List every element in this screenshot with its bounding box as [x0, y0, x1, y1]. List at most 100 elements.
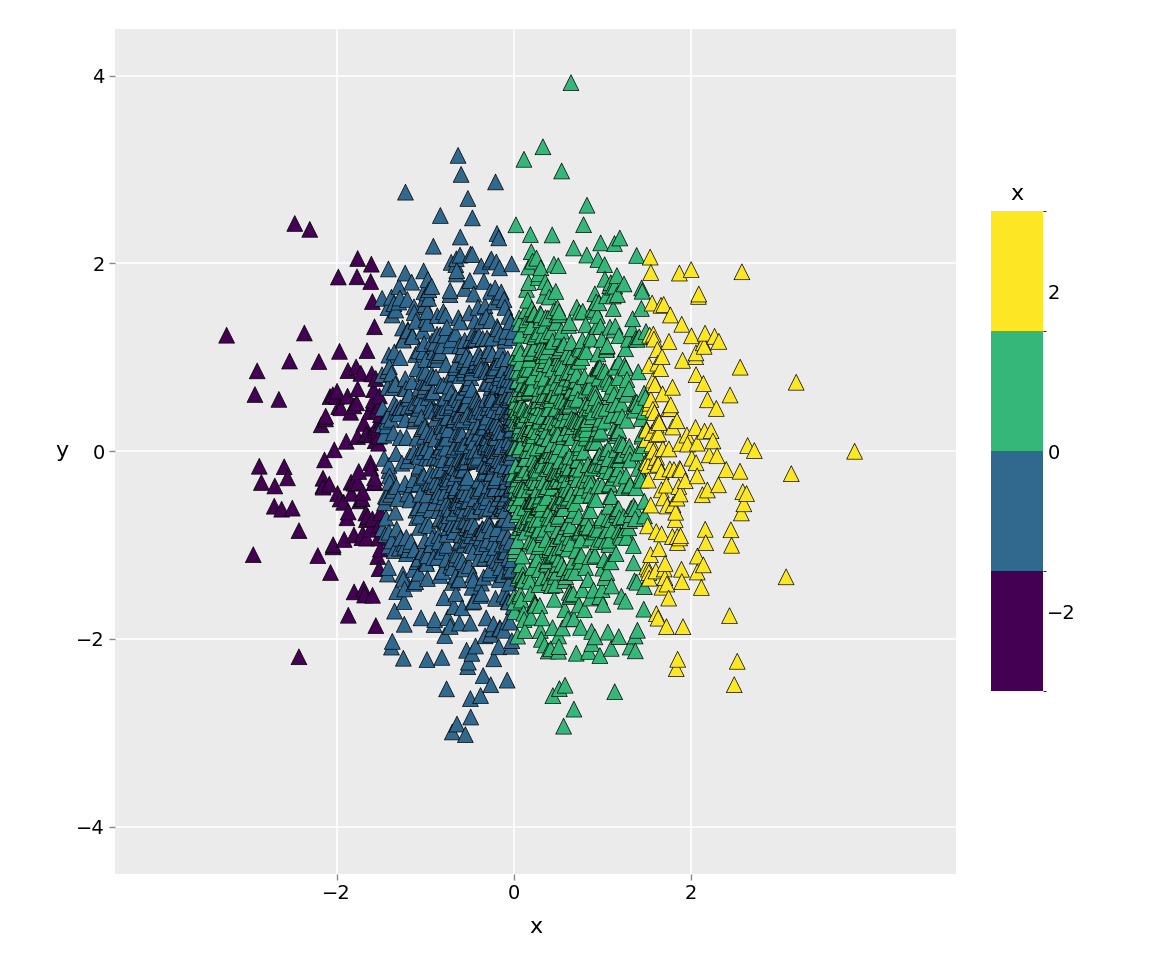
- Point: [664, 529, 682, 544]
- Point: [416, 497, 434, 513]
- Point: [485, 447, 503, 463]
- Point: [422, 502, 440, 517]
- Point: [578, 412, 597, 427]
- Point: [503, 444, 522, 460]
- Point: [414, 324, 432, 339]
- Point: [562, 536, 581, 551]
- Point: [556, 492, 575, 508]
- Point: [379, 408, 397, 423]
- Point: [482, 483, 500, 498]
- Point: [511, 419, 530, 434]
- Point: [537, 446, 555, 462]
- Point: [638, 518, 657, 534]
- Point: [454, 412, 472, 427]
- Point: [573, 548, 591, 564]
- Point: [478, 364, 497, 379]
- Point: [559, 535, 577, 550]
- Point: [639, 564, 658, 580]
- Point: [551, 528, 569, 543]
- Point: [503, 324, 522, 339]
- Point: [550, 473, 568, 489]
- Point: [497, 379, 515, 395]
- Point: [453, 455, 471, 470]
- Point: [380, 539, 399, 554]
- Point: [471, 358, 490, 373]
- Point: [553, 500, 571, 516]
- Point: [637, 422, 655, 438]
- Point: [429, 449, 447, 465]
- Point: [490, 555, 508, 570]
- Point: [547, 307, 566, 323]
- Point: [244, 547, 263, 563]
- Point: [602, 640, 621, 656]
- Point: [535, 474, 553, 490]
- Point: [515, 368, 533, 383]
- Point: [406, 411, 424, 426]
- Point: [391, 430, 409, 445]
- Point: [510, 414, 529, 429]
- Point: [514, 482, 532, 497]
- Point: [455, 454, 473, 469]
- Point: [535, 429, 553, 444]
- Point: [521, 533, 539, 548]
- Point: [434, 304, 453, 320]
- Point: [540, 548, 559, 564]
- Point: [589, 307, 607, 323]
- Point: [444, 395, 462, 410]
- Point: [559, 472, 577, 488]
- Point: [704, 433, 722, 448]
- Point: [379, 363, 397, 378]
- Point: [533, 348, 552, 363]
- Point: [495, 493, 514, 509]
- Point: [609, 422, 628, 438]
- Point: [440, 498, 458, 514]
- Point: [537, 532, 555, 547]
- Point: [486, 496, 505, 512]
- Point: [592, 532, 611, 547]
- Point: [490, 639, 508, 655]
- Point: [606, 420, 624, 435]
- Point: [560, 462, 578, 477]
- Point: [491, 370, 509, 385]
- Point: [454, 554, 472, 569]
- Point: [411, 396, 430, 412]
- Point: [530, 266, 548, 281]
- Point: [485, 456, 503, 471]
- Point: [846, 444, 864, 459]
- Point: [524, 410, 543, 425]
- Point: [613, 396, 631, 412]
- Point: [483, 467, 501, 482]
- Point: [513, 402, 531, 418]
- Point: [460, 558, 478, 573]
- Point: [598, 458, 616, 473]
- Point: [529, 398, 547, 414]
- Point: [437, 441, 455, 456]
- Point: [560, 378, 578, 394]
- Point: [502, 638, 521, 654]
- Point: [543, 540, 561, 555]
- Point: [569, 436, 588, 451]
- Point: [460, 524, 478, 540]
- Point: [620, 520, 638, 536]
- Point: [550, 410, 568, 425]
- Point: [395, 540, 414, 555]
- Point: [546, 577, 564, 592]
- Point: [538, 490, 556, 505]
- Point: [476, 437, 494, 452]
- Point: [434, 511, 453, 526]
- Point: [463, 382, 482, 397]
- Point: [551, 453, 569, 468]
- Point: [435, 434, 454, 449]
- Point: [435, 489, 454, 504]
- Point: [558, 399, 576, 415]
- Point: [611, 528, 629, 543]
- Point: [511, 467, 530, 482]
- Point: [571, 413, 590, 428]
- Point: [655, 570, 674, 586]
- Point: [469, 300, 487, 315]
- Point: [546, 473, 564, 489]
- Point: [577, 248, 596, 263]
- Point: [561, 588, 579, 604]
- Point: [464, 522, 483, 538]
- Point: [536, 637, 554, 653]
